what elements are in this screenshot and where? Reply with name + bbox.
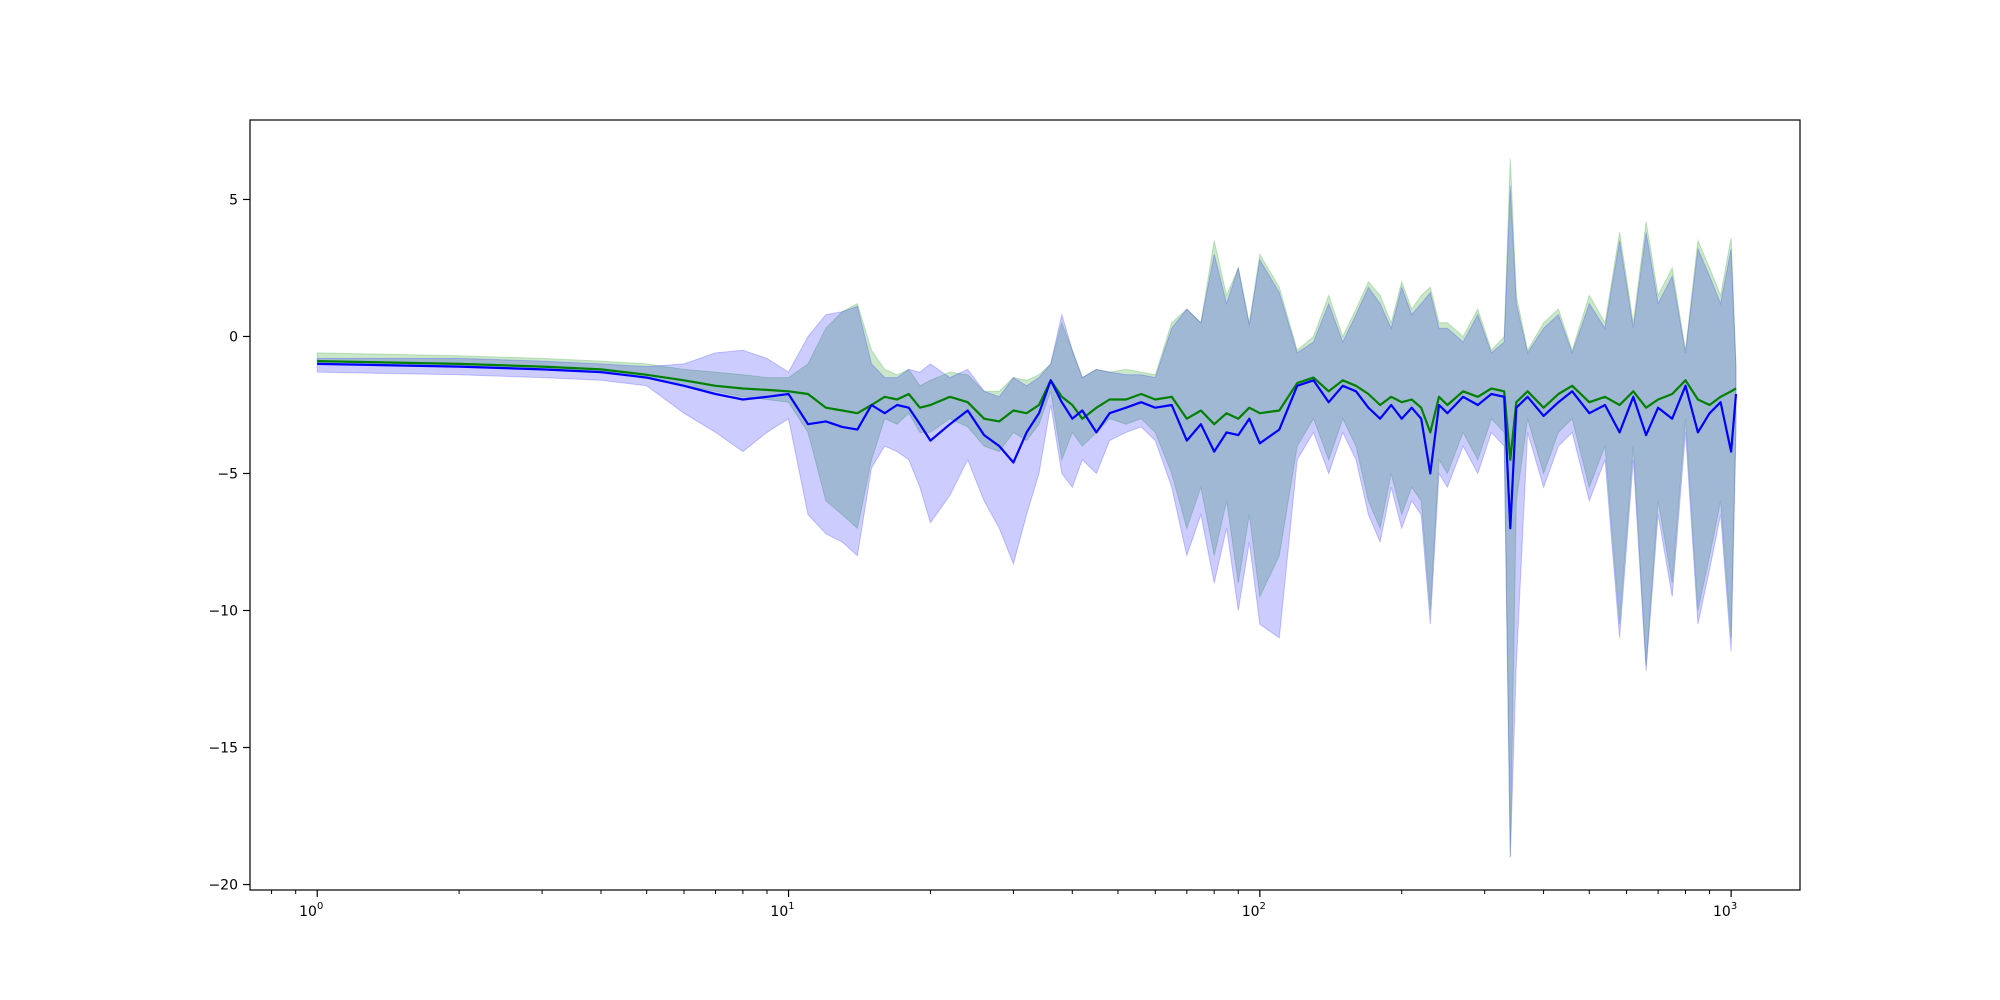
x-tick-label-base: 10 [1242,904,1260,920]
series-0-confidence-band [316,158,1737,858]
x-tick-label: 101 [770,901,794,920]
y-tick-label: −15 [208,741,238,757]
x-tick-label-base: 10 [770,904,788,920]
series-1-confidence-band [316,185,1737,858]
x-tick-label: 103 [1713,901,1737,920]
x-tick-label: 100 [299,901,323,920]
y-axis: 5 0 −5 −10 −15 −20 [208,192,250,894]
x-tick-label-exponent: 3 [1731,901,1737,912]
x-tick-label-base: 10 [1713,904,1731,920]
series-1-mean-line [317,362,1738,530]
x-axis: 100 101 102 103 [271,890,1737,920]
plot-area [316,158,1738,858]
x-tick-label-exponent: 1 [788,901,794,912]
y-tick-label: −20 [208,878,238,894]
x-tick-label: 102 [1242,901,1266,920]
y-tick-label: 0 [229,329,238,345]
x-tick-label-base: 10 [299,904,317,920]
y-tick-label: 5 [229,192,238,208]
x-tick-label-exponent: 2 [1260,901,1266,912]
x-tick-label-exponent: 0 [317,901,323,912]
y-tick-label: −5 [217,466,238,482]
series-0-mean-line [317,360,1737,461]
y-tick-label: −10 [208,603,238,619]
axes-frame [249,119,1801,891]
